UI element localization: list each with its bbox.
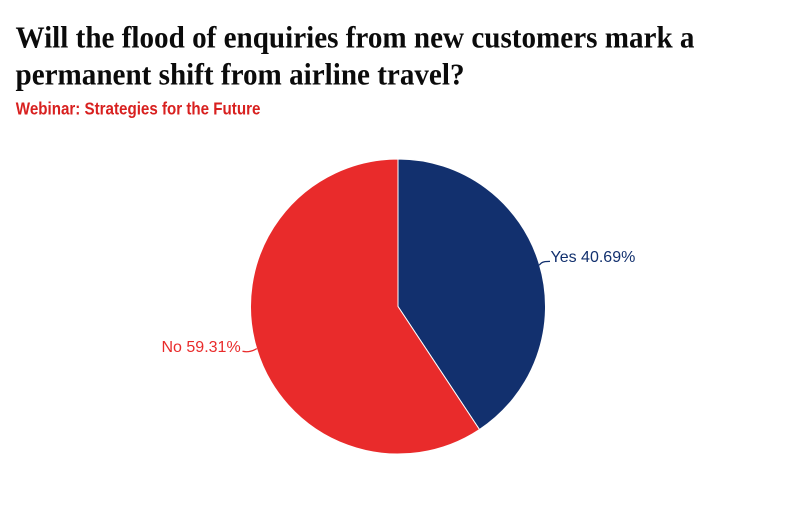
svg-text:Yes 40.69%: Yes 40.69%	[551, 249, 636, 266]
svg-text:Webinar: Strategies for the Fu: Webinar: Strategies for the Future	[16, 99, 261, 119]
svg-text:permanent shift from airline t: permanent shift from airline travel?	[16, 56, 465, 91]
svg-text:Will the flood of enquiries fr: Will the flood of enquiries from new cus…	[16, 20, 695, 55]
svg-text:No 59.31%: No 59.31%	[162, 339, 241, 356]
